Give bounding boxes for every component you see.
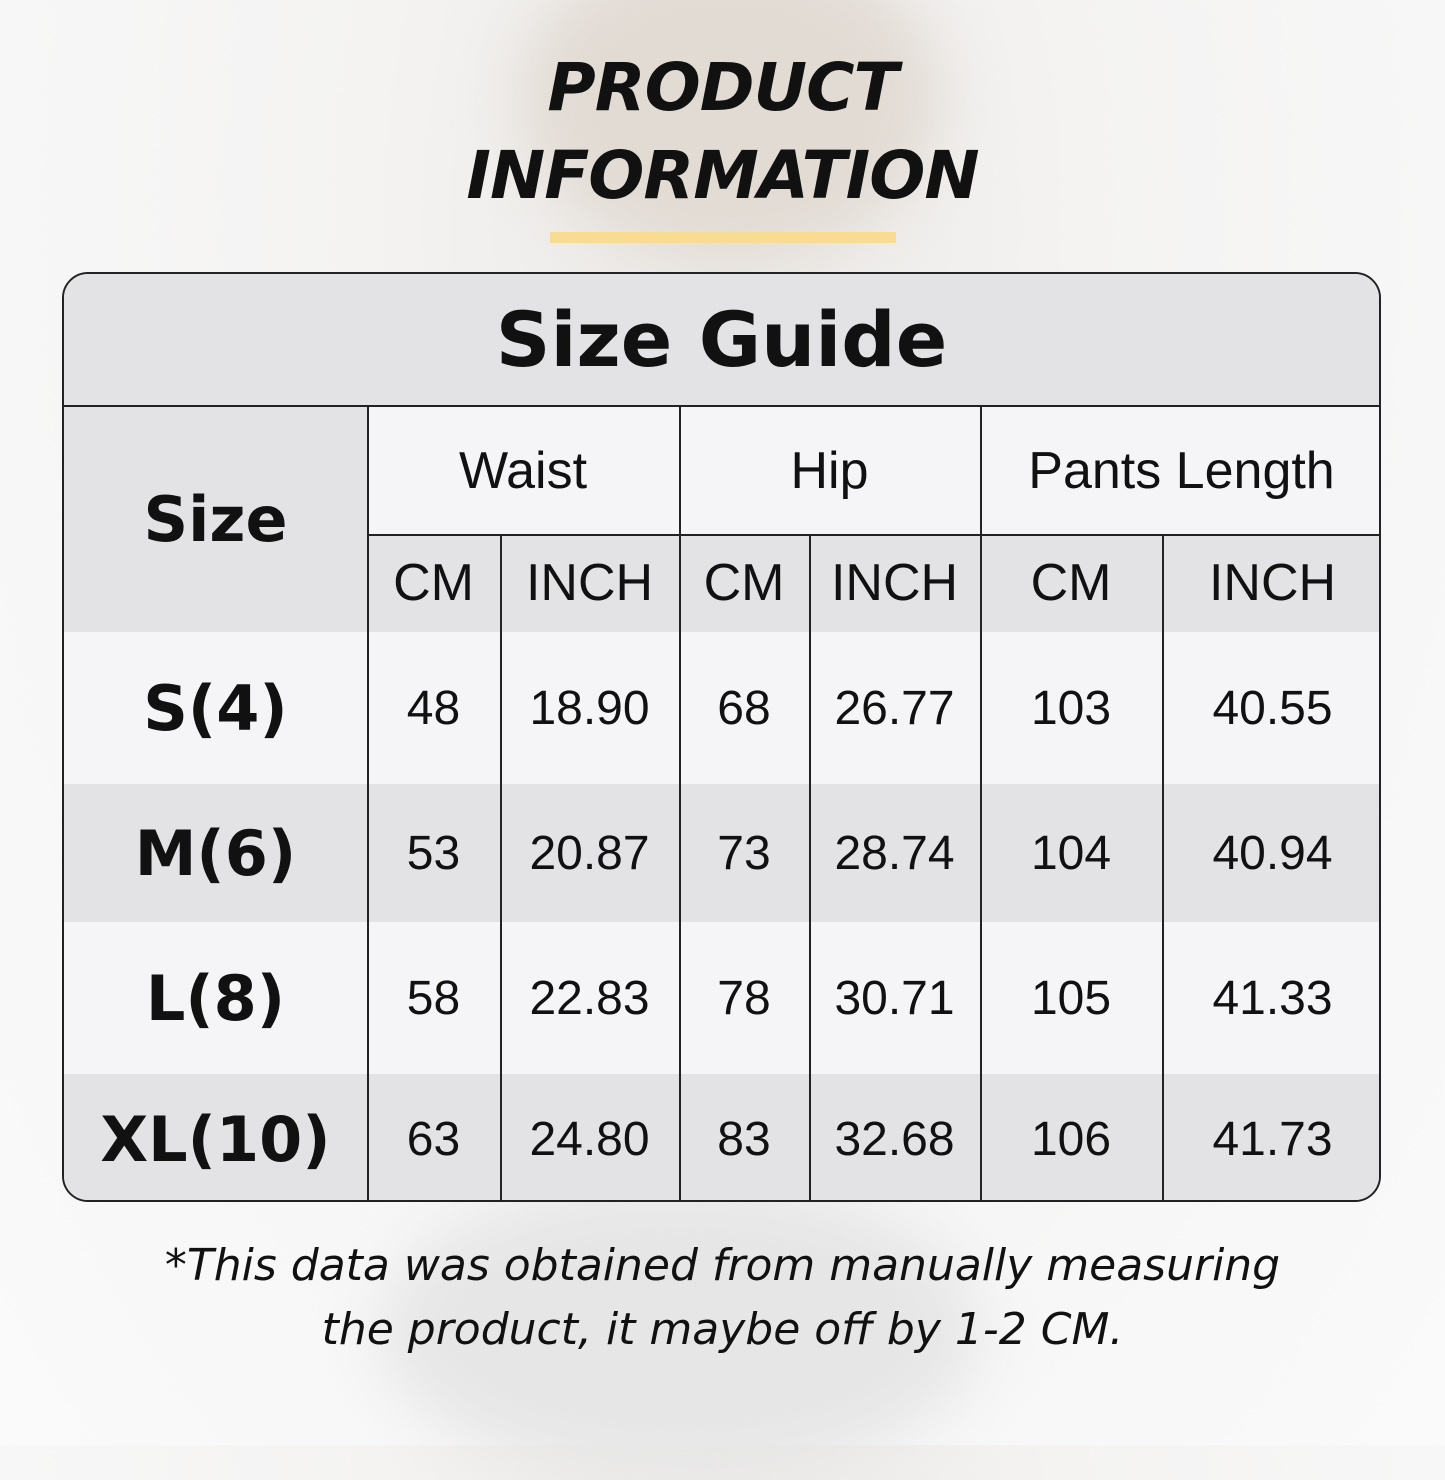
unit-header: CM xyxy=(679,534,809,632)
grid-line xyxy=(980,407,982,1200)
table-cell: 26.77 xyxy=(834,681,955,735)
table-cell: 28.74 xyxy=(834,826,955,880)
table-cell: 78 xyxy=(717,971,771,1025)
title-line2: INFORMATION xyxy=(466,137,979,214)
grid-line xyxy=(367,534,1379,536)
table-cell: 18.90 xyxy=(529,681,650,735)
table-cell: 63 xyxy=(406,1112,461,1166)
title-line1: PRODUCT xyxy=(547,49,898,126)
unit-header: CM xyxy=(367,534,500,632)
grid-line xyxy=(679,407,681,1200)
size-label: L(8) xyxy=(145,961,286,1035)
unit-header: CM xyxy=(980,534,1162,632)
size-label: M(6) xyxy=(134,816,297,890)
table-cell: 104 xyxy=(1030,826,1112,880)
size-label: XL(10) xyxy=(100,1102,331,1176)
table-cell: 103 xyxy=(1030,681,1112,735)
table-cell: 48 xyxy=(406,681,461,735)
table-row xyxy=(64,1074,1379,1200)
table-cell: 53 xyxy=(406,826,461,880)
grid-line xyxy=(809,534,811,1200)
table-title: Size Guide xyxy=(64,274,1379,407)
footnote-line1: *This data was obtained from manually me… xyxy=(164,1240,1281,1291)
unit-header: INCH xyxy=(500,534,679,632)
title-underline xyxy=(550,232,896,243)
size-guide-table: Size Guide Size Waist Hip Pants Length CM INC… xyxy=(62,272,1381,1202)
grid-line xyxy=(1162,534,1164,1200)
table-cell: 40.94 xyxy=(1212,826,1333,880)
table-cell: 105 xyxy=(1030,971,1112,1025)
table-cell: 22.83 xyxy=(529,971,650,1025)
group-header: Pants Length xyxy=(980,407,1379,534)
table-cell: 20.87 xyxy=(529,826,650,880)
table-cell: 40.55 xyxy=(1212,681,1333,735)
group-header: Hip xyxy=(679,407,980,534)
table-cell: 68 xyxy=(717,681,771,735)
table-cell: 41.33 xyxy=(1212,971,1333,1025)
group-header: Waist xyxy=(367,407,679,534)
unit-header: INCH xyxy=(1162,534,1379,632)
footnote-line2: the product, it maybe off by 1-2 CM. xyxy=(321,1304,1124,1355)
unit-header: INCH xyxy=(809,534,980,632)
background-figure xyxy=(520,0,940,260)
size-label: S(4) xyxy=(143,671,288,745)
grid-line xyxy=(500,534,502,1200)
table-cell: 32.68 xyxy=(834,1112,955,1166)
size-column-header: Size xyxy=(64,407,367,632)
table-cell: 41.73 xyxy=(1212,1112,1333,1166)
table-cell: 83 xyxy=(717,1112,771,1166)
grid-line xyxy=(367,407,369,1200)
table-cell: 58 xyxy=(406,971,461,1025)
table-cell: 73 xyxy=(717,826,771,880)
background-figure-legs xyxy=(380,1180,980,1480)
table-row xyxy=(64,784,1379,922)
table-row xyxy=(64,922,1379,1074)
table-row xyxy=(64,632,1379,784)
table-cell: 30.71 xyxy=(834,971,955,1025)
table-cell: 24.80 xyxy=(529,1112,650,1166)
table-cell: 106 xyxy=(1030,1112,1112,1166)
